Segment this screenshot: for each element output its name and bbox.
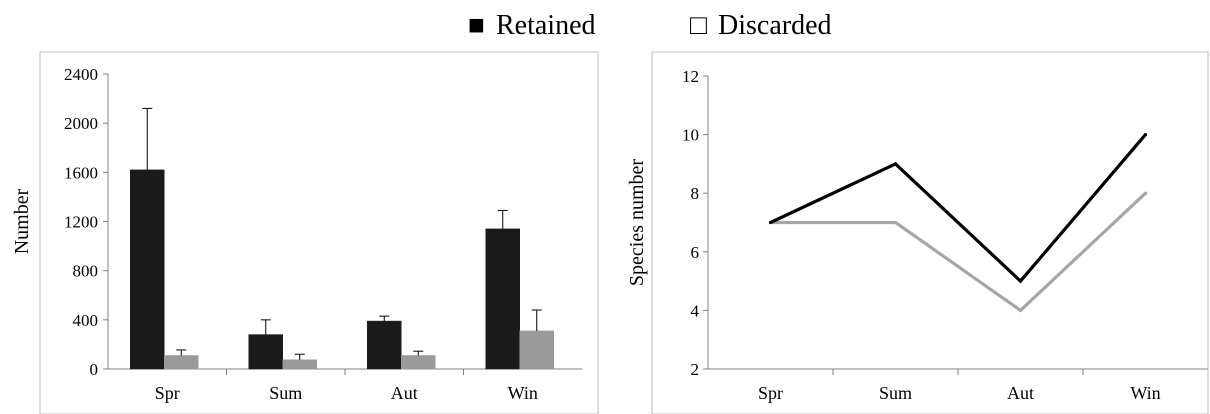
bar-retained-sum bbox=[248, 334, 283, 370]
bar-chart-panel: 0 400 800 1200 1600 2000 2400 Spr Sum Aut Win Numbe… bbox=[11, 51, 599, 414]
data-point-retained bbox=[893, 162, 898, 166]
bar-retained-spr bbox=[130, 169, 165, 370]
legend-symbol-retained: ■ bbox=[468, 10, 485, 41]
y-tick-label: 0 bbox=[90, 360, 99, 379]
data-point-discarded bbox=[893, 220, 898, 225]
x-tick-label: Win bbox=[508, 383, 538, 403]
y-tick-label: 800 bbox=[73, 262, 99, 281]
data-point-discarded bbox=[1143, 191, 1148, 195]
y-tick-label: 4 bbox=[691, 301, 700, 320]
y-tick-label: 8 bbox=[691, 184, 700, 203]
bar-discarded-aut bbox=[401, 355, 436, 370]
y-tick-label: 400 bbox=[73, 311, 99, 330]
y-tick-label: 10 bbox=[682, 126, 699, 145]
x-tick-label: Aut bbox=[391, 383, 418, 403]
legend: ■ Retained □ Discarded bbox=[468, 10, 832, 41]
x-tick-label: Sum bbox=[879, 383, 912, 403]
y-tick-label: 1600 bbox=[64, 163, 98, 182]
series-line-discarded bbox=[770, 192, 1147, 313]
y-tick-label: 12 bbox=[682, 67, 699, 86]
y-tick-label: 1200 bbox=[64, 213, 98, 232]
legend-label-retained: Retained bbox=[496, 10, 596, 41]
legend-label-discarded: Discarded bbox=[718, 10, 832, 41]
y-axis-title: Species number bbox=[626, 159, 648, 287]
line-chart-panel: 2 4 6 8 10 12 Spr Sum Aut Win Species number bbox=[626, 51, 1209, 414]
bar-retained-aut bbox=[367, 320, 402, 370]
y-tick-label: 6 bbox=[691, 243, 700, 262]
x-tick-label: Spr bbox=[155, 383, 180, 403]
x-tick-label: Aut bbox=[1007, 383, 1034, 403]
bar-retained-win bbox=[485, 228, 520, 370]
bar-discarded-spr bbox=[164, 355, 199, 370]
data-point-discarded bbox=[1018, 308, 1023, 312]
data-point-retained bbox=[768, 220, 773, 225]
chart-frame bbox=[651, 51, 1209, 414]
x-tick-label: Spr bbox=[758, 383, 783, 403]
bar-discarded-win bbox=[519, 330, 554, 370]
bar-discarded-sum bbox=[282, 359, 317, 370]
y-tick-label: 2400 bbox=[64, 65, 98, 84]
legend-symbol-discarded: □ bbox=[690, 10, 707, 41]
y-tick-label: 2000 bbox=[64, 114, 98, 133]
y-axis-title: Number bbox=[11, 188, 33, 254]
series-line-retained bbox=[769, 133, 1147, 284]
data-point-retained bbox=[1143, 133, 1148, 137]
chart-frame bbox=[39, 51, 599, 414]
data-point-retained bbox=[1018, 279, 1023, 283]
y-tick-label: 2 bbox=[691, 360, 700, 379]
x-tick-label: Sum bbox=[269, 383, 302, 403]
x-tick-label: Win bbox=[1130, 383, 1160, 403]
